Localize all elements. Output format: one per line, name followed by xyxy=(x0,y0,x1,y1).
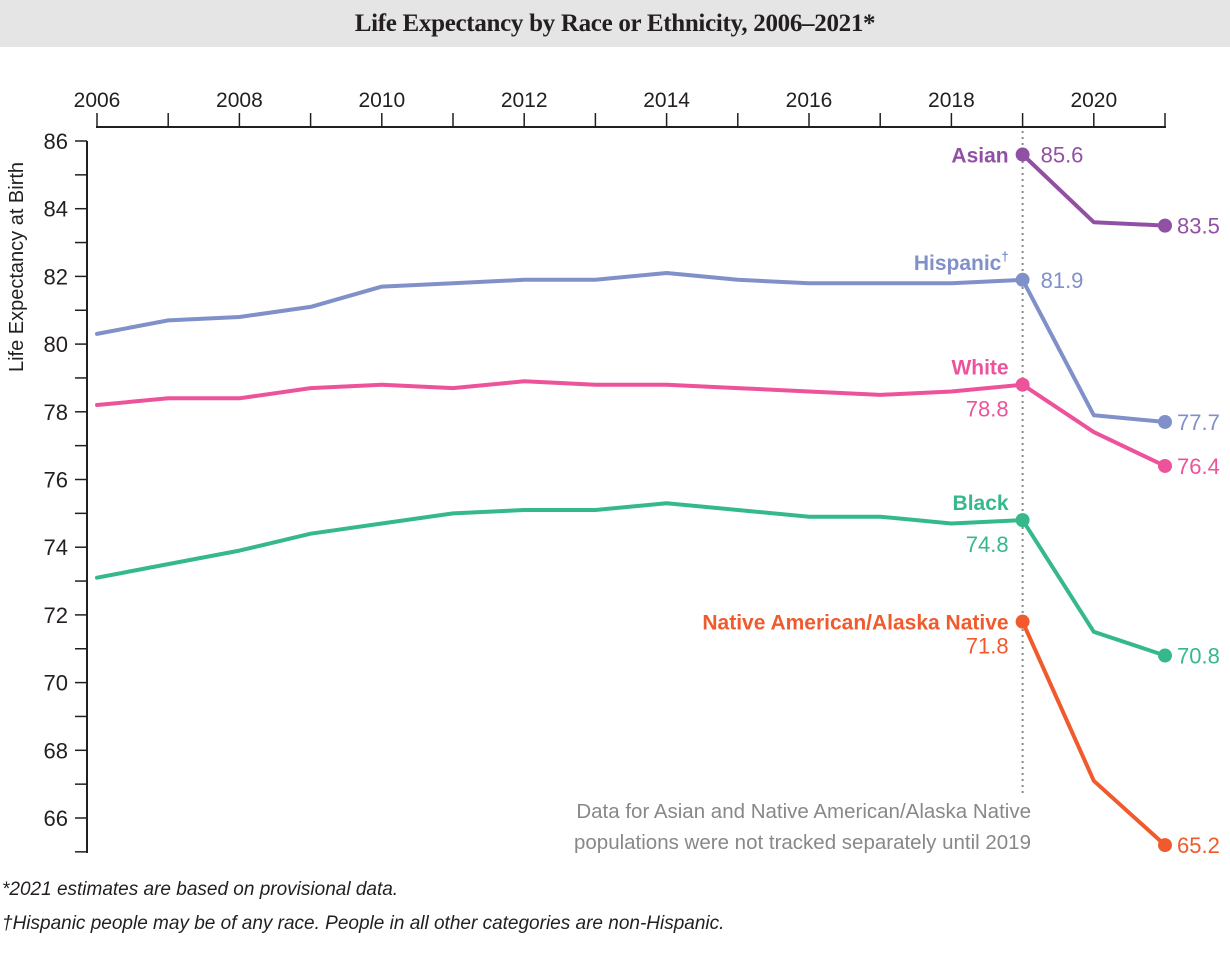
value-label-native-american-alaska-native-2019: 71.8 xyxy=(966,634,1009,659)
value-label-asian-2021: 83.5 xyxy=(1177,214,1220,239)
data-point-white-2019 xyxy=(1015,377,1030,392)
x-tick-label: 2010 xyxy=(358,89,405,112)
footnote-hispanic: †Hispanic people may be of any race. Peo… xyxy=(2,913,725,934)
x-tick-label: 2012 xyxy=(501,89,548,112)
x-tick-label: 2008 xyxy=(216,89,263,112)
data-point-white-2021 xyxy=(1158,458,1172,473)
y-tick-label: 76 xyxy=(44,468,68,493)
y-tick-label: 84 xyxy=(44,197,68,222)
value-label-asian-2019: 85.6 xyxy=(1041,143,1084,168)
series-label-white: White xyxy=(951,357,1008,380)
value-label-native-american-alaska-native-2021: 65.2 xyxy=(1177,833,1220,858)
series-label-native-american-alaska-native: Native American/Alaska Native xyxy=(702,612,1008,635)
y-tick-label: 74 xyxy=(44,535,68,560)
series-asian: Asian 85.6 83.5 xyxy=(951,143,1219,239)
annotation-line-1: Data for Asian and Native American/Alask… xyxy=(576,800,1031,823)
value-label-hispanic-2019: 81.9 xyxy=(1041,268,1084,293)
data-point-black-2019 xyxy=(1015,513,1030,528)
series-line-native-american-alaska-native xyxy=(1020,619,1167,848)
series-line-hispanic xyxy=(95,271,1167,424)
data-point-hispanic-2019 xyxy=(1015,272,1030,287)
y-tick-label: 72 xyxy=(44,603,68,628)
value-label-black-2021: 70.8 xyxy=(1177,644,1220,669)
data-point-black-2021 xyxy=(1158,648,1172,663)
value-label-black-2019: 74.8 xyxy=(966,532,1009,557)
y-tick-label: 78 xyxy=(44,400,68,425)
x-tick-label: 2016 xyxy=(786,89,833,112)
series-hispanic: Hispanic† 81.9 77.7 xyxy=(95,249,1220,435)
x-tick-label: 2020 xyxy=(1070,89,1117,112)
series-label-hispanic: Hispanic† xyxy=(914,249,1009,275)
data-point-hispanic-2021 xyxy=(1158,414,1172,429)
series-line-asian xyxy=(1020,152,1167,228)
y-tick-label: 82 xyxy=(44,264,68,289)
y-axis-label: Life Expectancy at Birth xyxy=(6,162,28,372)
x-axis: 2006 2008 2010 2012 2014 2016 2018 2020 xyxy=(74,89,1166,128)
series-label-asian: Asian xyxy=(951,145,1008,168)
series-white: White 78.8 76.4 xyxy=(95,357,1220,479)
annotation-line-2: populations were not tracked separately … xyxy=(574,831,1031,854)
y-axis: 66 68 70 72 74 76 78 80 82 84 86 xyxy=(44,129,88,853)
chart-title: Life Expectancy by Race or Ethnicity, 20… xyxy=(354,9,876,37)
value-label-white-2021: 76.4 xyxy=(1177,454,1220,479)
series-line-white xyxy=(95,379,1167,468)
data-point-asian-2019 xyxy=(1015,147,1030,162)
y-tick-label: 80 xyxy=(44,332,68,357)
data-point-asian-2021 xyxy=(1158,218,1172,233)
value-label-white-2019: 78.8 xyxy=(966,397,1009,422)
y-tick-label: 86 xyxy=(44,129,68,154)
y-tick-label: 68 xyxy=(44,738,68,763)
annotation: Data for Asian and Native American/Alask… xyxy=(574,800,1031,854)
label-mark: † xyxy=(1001,249,1008,264)
data-point-native-american-alaska-native-2021 xyxy=(1158,838,1172,853)
y-tick-label: 66 xyxy=(44,806,68,831)
series-label-black: Black xyxy=(953,492,1009,515)
y-tick-label: 70 xyxy=(44,671,68,696)
x-tick-label: 2006 xyxy=(74,89,121,112)
series-group: Hispanic† 81.9 77.7 White 78.8 76.4 Black 74.8 7… xyxy=(95,143,1220,858)
footnote-provisional: *2021 estimates are based on provisional… xyxy=(2,879,399,900)
x-tick-label: 2014 xyxy=(643,89,690,112)
value-label-hispanic-2021: 77.7 xyxy=(1177,410,1220,435)
series-line-black xyxy=(95,501,1167,658)
title-bar: Life Expectancy by Race or Ethnicity, 20… xyxy=(0,0,1230,47)
series-black: Black 74.8 70.8 xyxy=(95,492,1220,669)
data-point-native-american-alaska-native-2019 xyxy=(1015,614,1030,629)
x-tick-label: 2018 xyxy=(928,89,975,112)
